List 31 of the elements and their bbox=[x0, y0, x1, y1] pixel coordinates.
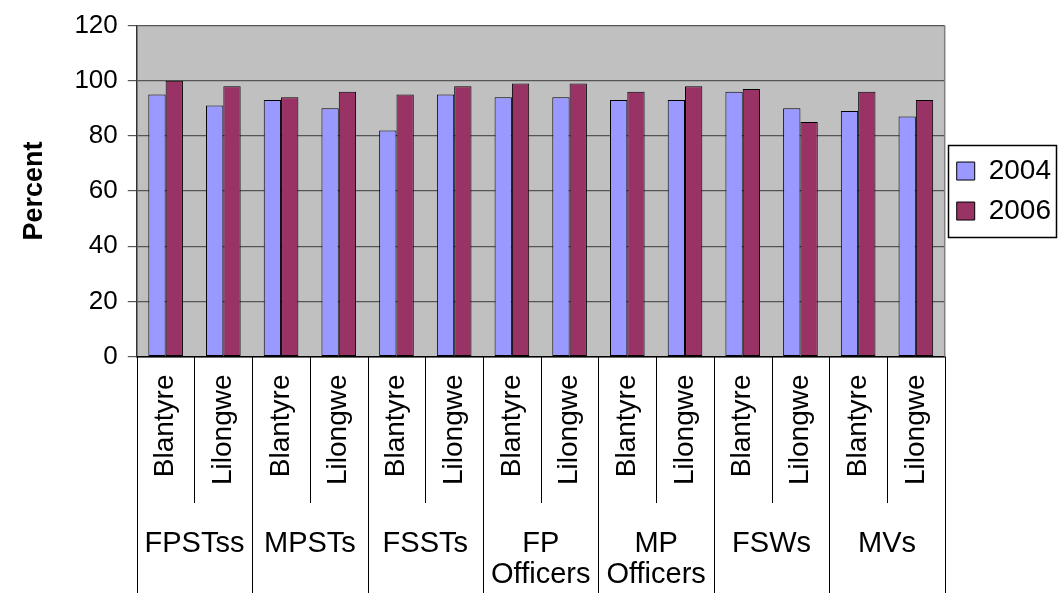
text: MVs bbox=[858, 525, 916, 558]
x-tick-label: Lilongwe bbox=[898, 374, 930, 486]
y-tick-label: 120 bbox=[74, 8, 118, 39]
x-tick-label: Lilongwe bbox=[783, 374, 815, 486]
y-axis-title: Percent bbox=[17, 141, 48, 241]
text: MPSTs bbox=[263, 525, 356, 558]
x-tick-label: Lilongwe bbox=[436, 374, 468, 486]
x-tick-label: Lilongwe bbox=[206, 374, 238, 486]
x-tick-label: Blantyre bbox=[263, 374, 295, 478]
text: FSSTs bbox=[382, 525, 469, 558]
text: MP Officers bbox=[606, 525, 706, 589]
y-tick-label: 0 bbox=[103, 339, 118, 370]
x-tick-label: Blantyre bbox=[725, 374, 757, 478]
y-tick-label: 20 bbox=[88, 284, 118, 315]
text: FSWs bbox=[732, 525, 812, 558]
x-tick-label: Blantyre bbox=[610, 374, 642, 478]
legend-label: 2006 bbox=[988, 193, 1052, 225]
x-tick-label: Blantyre bbox=[840, 374, 872, 478]
x-tick-label: Lilongwe bbox=[667, 374, 699, 486]
y-tick-label: 80 bbox=[88, 119, 118, 150]
x-tick-label: Blantyre bbox=[494, 374, 526, 478]
legend-label: 2004 bbox=[988, 153, 1052, 185]
text: FP Officers bbox=[491, 525, 591, 589]
y-tick-label: 60 bbox=[88, 174, 118, 205]
y-tick-label: 100 bbox=[74, 63, 118, 94]
y-tick-label: 40 bbox=[88, 229, 118, 260]
x-tick-label: Blantyre bbox=[148, 374, 180, 478]
x-tick-label: Lilongwe bbox=[552, 374, 584, 486]
text: FPSTss bbox=[144, 525, 245, 558]
x-tick-label: Blantyre bbox=[379, 374, 411, 478]
x-tick-label: Lilongwe bbox=[321, 374, 353, 486]
